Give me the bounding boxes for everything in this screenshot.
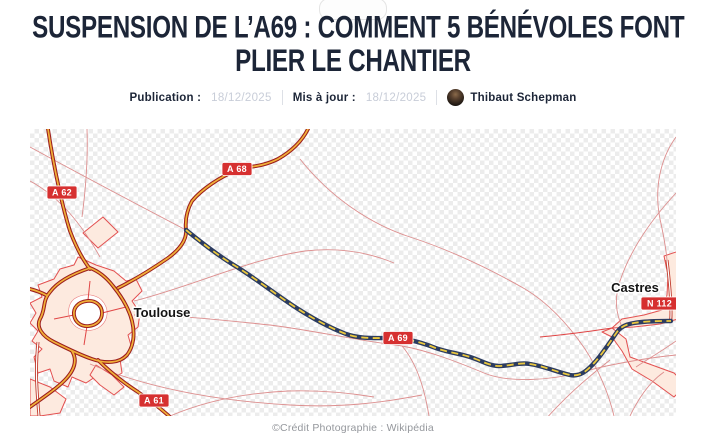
- title-line-1: SUSPENSION DE L’A69 : COMMENT 5 BÉNÉVOLE…: [32, 8, 685, 45]
- top-pill: [319, 0, 387, 20]
- castres-label: Castres: [611, 280, 659, 295]
- route-map-image: Toulouse Castres A 62 A 68 A 61 A 69: [30, 129, 676, 416]
- meta-divider: [436, 90, 438, 105]
- road-badge-a62: A 62: [46, 185, 78, 200]
- title-line-2: PLIER LE CHANTIER: [235, 42, 471, 79]
- article-meta: Publication : 18/12/2025 Mis à jour : 18…: [0, 89, 706, 106]
- author-name: Thibaut Schepman: [470, 91, 577, 104]
- svg-text:N 112: N 112: [647, 299, 672, 309]
- meta-divider: [281, 90, 283, 105]
- svg-text:A 68: A 68: [227, 164, 247, 174]
- svg-text:A 62: A 62: [52, 188, 72, 198]
- photo-credit: ©Crédit Photographie : Wikipédia: [272, 422, 434, 434]
- road-badges: A 62 A 68 A 61 A 69 N 112: [46, 162, 676, 408]
- publication-label: Publication :: [129, 91, 202, 104]
- updated-label: Mis à jour :: [292, 91, 356, 104]
- route-map-svg: Toulouse Castres A 62 A 68 A 61 A 69: [30, 129, 676, 416]
- updated-date: 18/12/2025: [365, 91, 427, 104]
- road-badge-a68: A 68: [221, 162, 253, 176]
- toulouse-label: Toulouse: [134, 305, 191, 320]
- road-badge-a69: A 69: [382, 331, 414, 345]
- article-title: SUSPENSION DE L’A69 : COMMENT 5 BÉNÉVOLE…: [32, 8, 685, 79]
- a69-route: [186, 230, 671, 375]
- road-badge-a61: A 61: [138, 393, 170, 408]
- road-badge-n112: N 112: [640, 296, 676, 311]
- secondary-roads: [30, 129, 676, 416]
- svg-text:A 61: A 61: [144, 396, 164, 406]
- svg-text:A 69: A 69: [388, 333, 408, 343]
- local-streets: [53, 280, 613, 346]
- city-labels: Toulouse Castres: [132, 279, 660, 322]
- author-avatar: [447, 89, 465, 106]
- publication-date: 18/12/2025: [211, 91, 272, 104]
- author-link[interactable]: Thibaut Schepman: [447, 89, 576, 106]
